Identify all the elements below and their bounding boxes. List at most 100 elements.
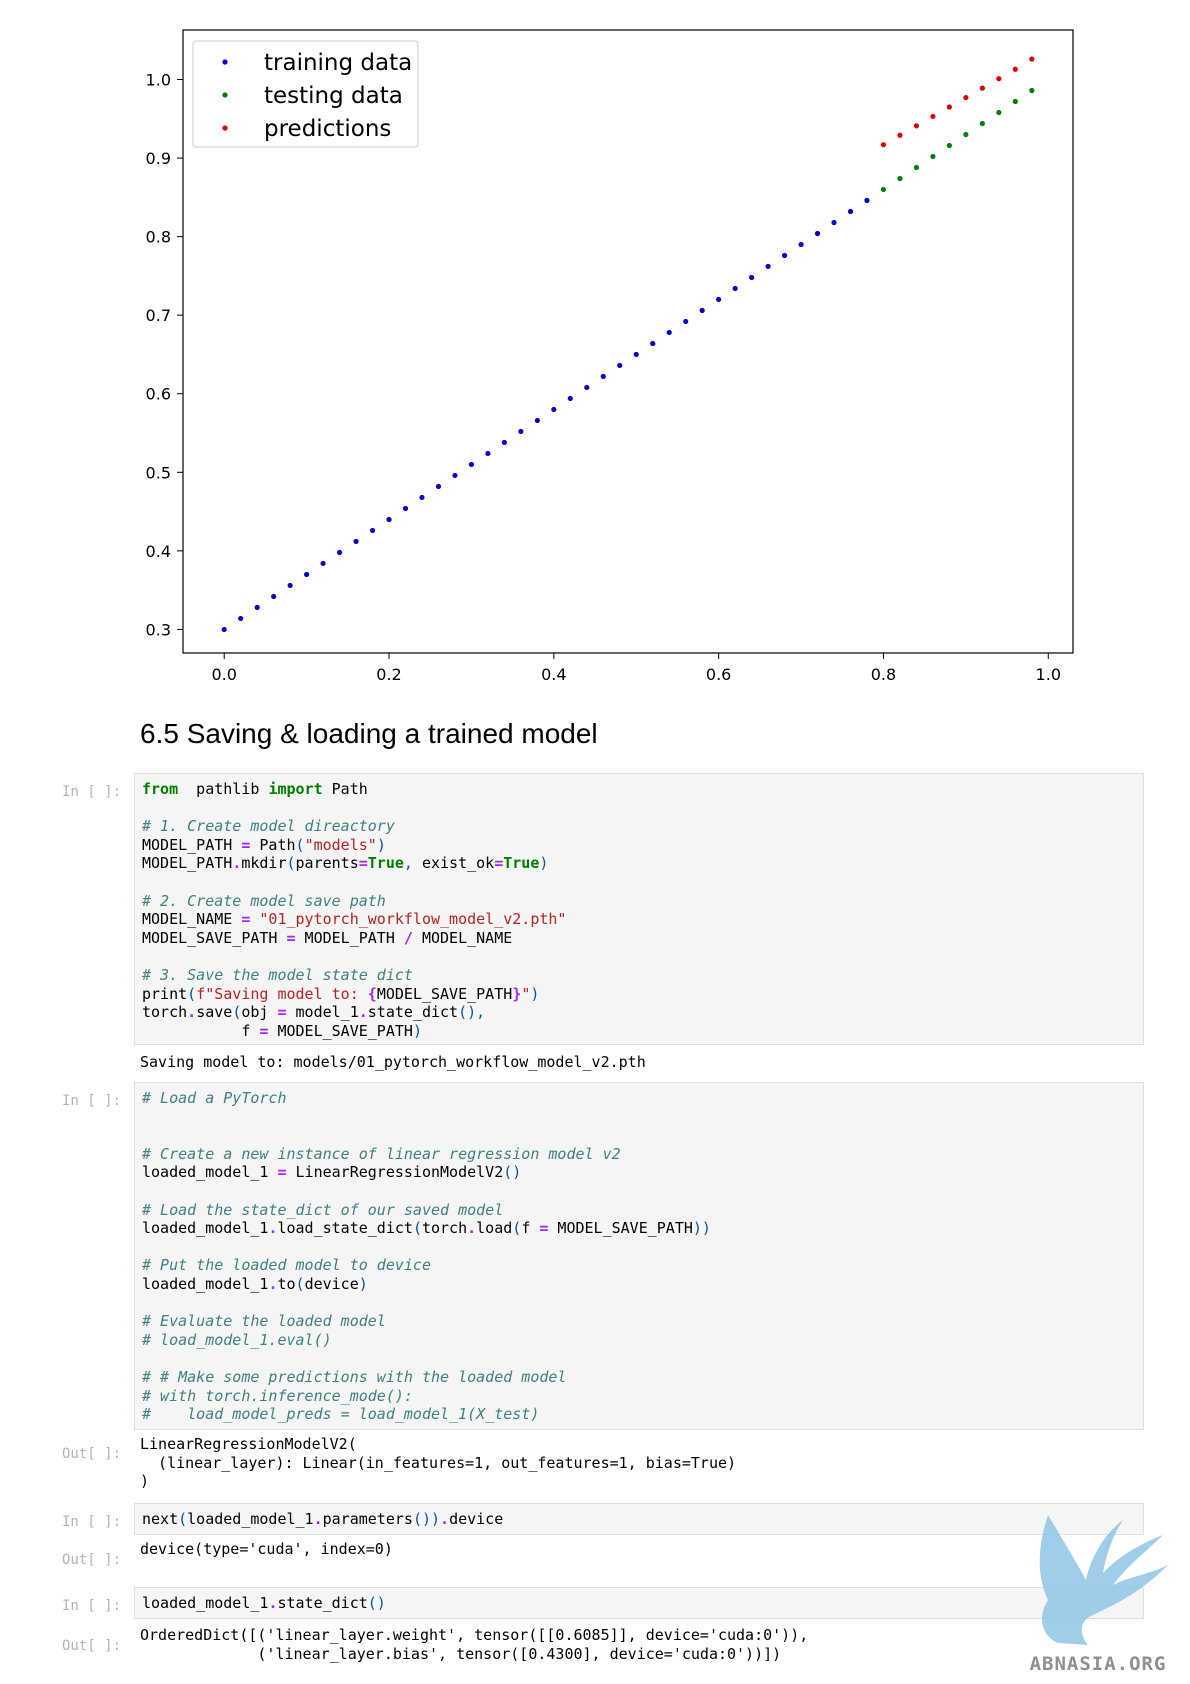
code-cell-2[interactable]: # Load a PyTorch # Create a new instance… xyxy=(134,1082,1144,1430)
series-1-point xyxy=(946,142,952,149)
scatter-plot: 0.3 0.4 0.5 0.6 0.7 0.8 0.9 1.0 0.0 0.2 0.4 0.6 0.8… xyxy=(146,29,1074,684)
code-token: print xyxy=(142,984,188,1003)
code-token: # 3. Save the model state dict xyxy=(142,965,413,984)
code-token: # load_model_1.eval() xyxy=(142,1330,332,1349)
series-2-point xyxy=(963,94,969,101)
code-token: True xyxy=(367,854,404,873)
series-2-point xyxy=(946,104,952,110)
series-0-point xyxy=(699,307,705,314)
series-0-point xyxy=(749,274,755,281)
code-token: # # Make some predictions with the loade… xyxy=(142,1367,567,1386)
code-token: . xyxy=(268,1594,278,1612)
code-token: loaded_model_1 xyxy=(142,1163,278,1182)
cell-2-in-prompt: In [ ]: xyxy=(62,1093,122,1109)
code-token: . xyxy=(187,1003,197,1022)
code-token: model_1 xyxy=(286,1003,359,1022)
series-1-point xyxy=(1012,98,1018,105)
code-token: Path xyxy=(250,835,296,854)
code-token: loaded_model_1 xyxy=(142,1219,269,1238)
code-token: MODEL_SAVE_PATH xyxy=(142,928,287,947)
code-token: device xyxy=(449,1510,504,1528)
code-token: . xyxy=(358,1003,368,1022)
code-token: loaded_model_1 xyxy=(142,1274,269,1293)
code-token: () xyxy=(367,1594,386,1612)
legend-marker xyxy=(222,59,228,65)
series-0-point xyxy=(798,241,804,248)
code-token: ( xyxy=(178,1510,188,1528)
code-token: . xyxy=(313,1510,323,1528)
code-token: ( xyxy=(412,1219,422,1238)
code-token: torch xyxy=(142,1003,188,1022)
cell-1-output: Saving model to: models/01_pytorch_workf… xyxy=(140,1053,646,1071)
legend-label: training data xyxy=(264,50,412,76)
code-cell-2-source[interactable]: # Load a PyTorch # Create a new instance… xyxy=(142,1089,1136,1424)
code-token: ( xyxy=(512,1219,522,1238)
code-token: = xyxy=(286,928,296,947)
series-1-point xyxy=(1029,87,1035,94)
code-token: "01_pytorch_workflow_model_v2.pth" xyxy=(259,910,567,929)
code-token: ( xyxy=(232,1003,242,1022)
code-cell-4[interactable]: loaded_model_1.state_dict() xyxy=(134,1587,1144,1619)
code-token: state_dict xyxy=(277,1594,368,1612)
series-2-point xyxy=(1029,56,1035,62)
code-token: ) xyxy=(539,854,549,873)
code-token: = xyxy=(277,1003,287,1022)
watermark-text: ABNASIA.ORG xyxy=(1030,1653,1167,1675)
code-token: exist_ok xyxy=(412,854,495,873)
series-0-point xyxy=(238,615,244,622)
code-token: MODEL_NAME xyxy=(142,910,242,929)
code-token: MODEL_SAVE_PATH xyxy=(376,984,513,1003)
legend-box xyxy=(192,40,419,148)
legend-label: predictions xyxy=(264,116,391,142)
code-token: device xyxy=(304,1274,359,1293)
series-0-point xyxy=(336,549,343,556)
code-token: MODEL_PATH xyxy=(142,835,242,854)
series-0-point xyxy=(781,252,788,259)
series-1-point xyxy=(897,175,903,182)
y-tick-label: 0.6 xyxy=(146,385,171,404)
code-cell-1[interactable]: from pathlib import Path # 1. Create mod… xyxy=(134,773,1144,1045)
series-2-point xyxy=(913,123,920,129)
series-2-point xyxy=(880,142,887,148)
cell-1-in-prompt: In [ ]: xyxy=(62,784,122,800)
code-token: MODEL_SAVE_PATH xyxy=(548,1219,693,1238)
code-cell-3[interactable]: next(loaded_model_1.parameters()).device xyxy=(134,1503,1144,1535)
cell-3-output: device(type='cuda', index=0) xyxy=(140,1540,393,1558)
series-0-point xyxy=(814,230,821,237)
series-0-point xyxy=(534,417,540,424)
series-0-point xyxy=(633,351,639,358)
code-token: # 2. Create model save path xyxy=(142,891,386,910)
series-0-point xyxy=(254,604,260,611)
series-0-point xyxy=(683,318,689,325)
series-0-point xyxy=(617,362,623,369)
code-token: . xyxy=(232,854,242,873)
code-token: ) xyxy=(376,835,386,854)
code-cell-1-source[interactable]: from pathlib import Path # 1. Create mod… xyxy=(142,780,1136,1040)
code-token: LinearRegressionModelV2 xyxy=(286,1163,504,1182)
cell-4-out-prompt: Out[ ]: xyxy=(62,1638,122,1654)
code-token: . xyxy=(268,1219,278,1238)
series-0-point xyxy=(287,582,293,589)
code-token: f xyxy=(521,1219,540,1238)
code-token: { xyxy=(367,984,377,1003)
code-cell-3-source[interactable]: next(loaded_model_1.parameters()).device xyxy=(142,1510,1136,1529)
y-tick-label: 1.0 xyxy=(146,70,171,89)
code-token: () xyxy=(503,1163,522,1182)
code-token: . xyxy=(467,1219,477,1238)
series-0-point xyxy=(304,571,310,578)
series-2-point xyxy=(979,85,985,91)
code-token: parameters xyxy=(322,1510,413,1528)
series-1-point xyxy=(963,131,969,138)
series-0-point xyxy=(831,219,837,226)
series-1-point xyxy=(913,164,920,171)
code-token: ) xyxy=(412,1021,422,1040)
code-token: next xyxy=(142,1510,179,1528)
series-0-point xyxy=(452,472,458,479)
code-token: load xyxy=(476,1219,513,1238)
y-tick-label: 0.3 xyxy=(146,620,171,639)
code-cell-4-source[interactable]: loaded_model_1.state_dict() xyxy=(142,1594,1136,1613)
series-0-point xyxy=(386,516,392,523)
series-0-point xyxy=(353,538,359,545)
code-token: # 1. Create model direactory xyxy=(142,817,395,836)
cell-2-output: LinearRegressionModelV2( (linear_layer):… xyxy=(140,1435,737,1491)
